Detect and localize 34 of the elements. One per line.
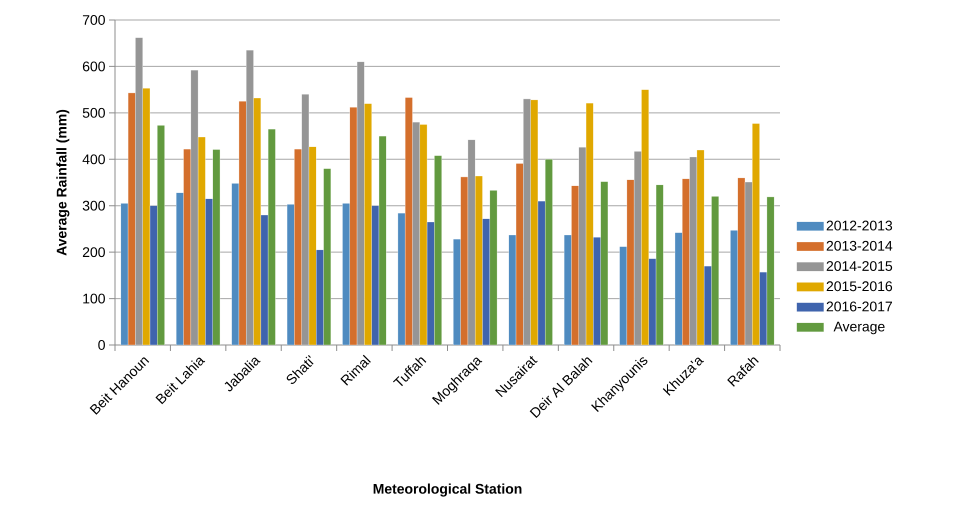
legend-label: 2012-2013	[826, 220, 892, 231]
bar	[752, 123, 760, 345]
bar	[398, 212, 406, 345]
y-tick-label: 0	[98, 340, 105, 350]
bar	[350, 107, 358, 345]
bar	[730, 230, 738, 345]
bar	[453, 238, 461, 345]
y-tick-label: 400	[82, 154, 105, 164]
y-tick-label: 500	[82, 108, 105, 118]
y-tick-label: 200	[82, 247, 105, 258]
y-tick-label: 600	[82, 61, 105, 72]
bar	[420, 124, 428, 345]
y-tick-label: 100	[83, 294, 105, 304]
legend-label: Average	[834, 322, 885, 334]
bar	[593, 237, 601, 345]
bar	[766, 196, 774, 345]
legend-label: 2015-2016	[826, 281, 892, 292]
bar	[260, 214, 268, 345]
bar	[294, 148, 302, 345]
legend-label: 2016-2017	[826, 302, 892, 312]
bar	[682, 178, 690, 345]
bar	[364, 103, 372, 345]
bar	[434, 155, 442, 345]
bar	[120, 203, 128, 345]
legend-label: 2014-2015	[826, 261, 892, 271]
x-axis-title: Meteorological Station	[374, 484, 522, 497]
legend-label: 2013-2014	[826, 240, 892, 251]
bar	[696, 150, 704, 345]
bar	[490, 190, 498, 345]
bar	[626, 180, 634, 345]
y-tick-label: 700	[82, 15, 105, 25]
y-axis-title: Average Rainfall (mm)	[56, 110, 70, 256]
y-tick-label: 300	[82, 200, 105, 211]
bar	[157, 125, 165, 345]
